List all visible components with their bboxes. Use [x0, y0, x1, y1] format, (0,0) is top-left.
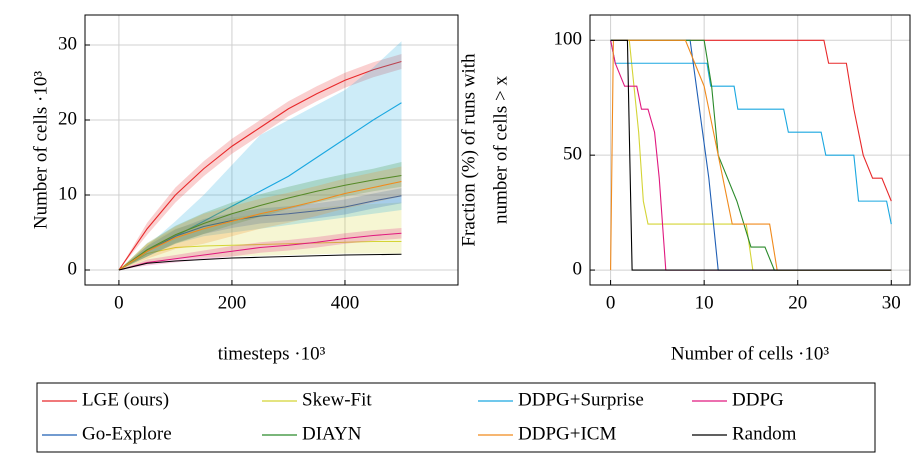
- data-line: [118, 232, 402, 271]
- legend-label: DIAYN: [302, 423, 362, 444]
- y-tick-label: 0: [573, 258, 583, 279]
- legend-label: DDPG+ICM: [518, 423, 616, 444]
- data-line: [118, 253, 402, 271]
- x-tick-label: 0: [606, 292, 616, 313]
- y-tick-label: 100: [554, 29, 583, 50]
- axis-frame: [589, 14, 911, 286]
- x-tick-label: 200: [218, 292, 247, 313]
- y-axis-label: Fraction (%) of runs with: [458, 53, 479, 247]
- plot-area: [610, 39, 892, 271]
- legend-label: DDPG: [732, 389, 784, 410]
- x-axis-label: Number of cells ·10³: [671, 343, 829, 364]
- data-line: [610, 40, 892, 271]
- data-line: [118, 174, 402, 271]
- y-tick-label: 0: [68, 258, 78, 279]
- legend-label: Skew-Fit: [302, 389, 372, 410]
- legend-label: Random: [732, 423, 797, 444]
- legend-label: DDPG+Surprise: [518, 389, 644, 410]
- x-tick-label: 10: [695, 292, 714, 313]
- y-tick-label: 10: [58, 183, 77, 204]
- data-line: [118, 180, 402, 271]
- x-axis-label: timesteps ·10³: [218, 343, 326, 364]
- data-line: [118, 195, 402, 271]
- x-tick-label: 20: [788, 292, 807, 313]
- data-line: [610, 39, 892, 271]
- plot-area: [118, 41, 402, 271]
- data-line: [118, 60, 402, 271]
- data-line: [610, 39, 892, 271]
- legend-label: Go-Explore: [82, 423, 172, 444]
- x-tick-label: 30: [882, 292, 901, 313]
- legend-box: [36, 382, 876, 453]
- data-line: [610, 39, 892, 271]
- y-axis-label: Number of cells ·10³: [30, 71, 51, 229]
- data-line: [610, 39, 892, 271]
- data-line: [118, 240, 402, 271]
- y-tick-label: 50: [563, 144, 582, 165]
- y-tick-label: 20: [58, 108, 77, 129]
- data-line: [610, 40, 892, 225]
- y-axis-label: number of cells > x: [490, 76, 511, 224]
- confidence-band: [118, 228, 402, 270]
- confidence-band: [118, 202, 402, 270]
- y-tick-label: 30: [58, 33, 77, 54]
- confidence-band: [118, 166, 402, 270]
- x-tick-label: 0: [114, 292, 124, 313]
- x-tick-label: 400: [331, 292, 360, 313]
- axis-frame: [84, 14, 459, 286]
- confidence-band: [118, 54, 402, 270]
- legend-label: LGE (ours): [82, 389, 169, 410]
- confidence-band: [118, 162, 402, 270]
- confidence-band: [118, 41, 402, 270]
- data-line: [610, 39, 892, 202]
